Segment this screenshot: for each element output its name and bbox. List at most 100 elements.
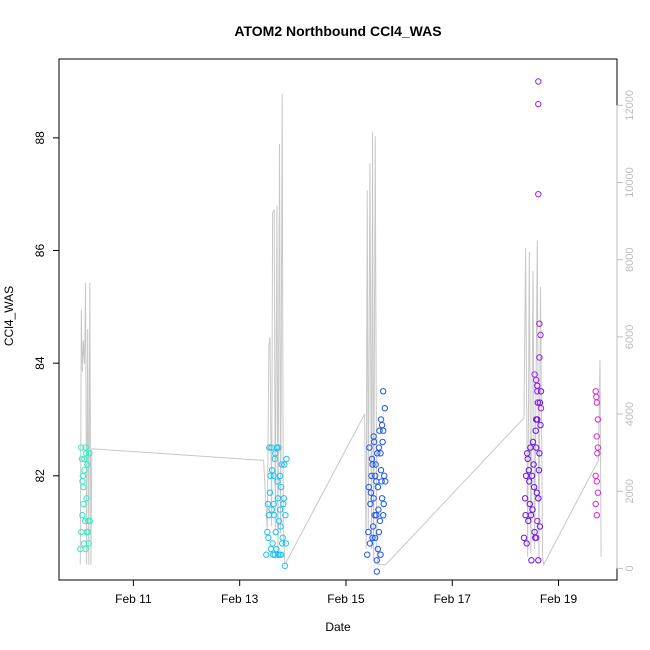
data-point-flight-6	[594, 450, 601, 457]
x-tick-label: Feb 15	[327, 592, 365, 606]
data-point-flight-2	[266, 489, 274, 496]
data-point-flight-3	[364, 551, 371, 558]
data-point-flight-3	[370, 438, 378, 446]
data-point-flight-2	[272, 528, 279, 536]
data-point-flight-2	[268, 506, 275, 513]
data-point-flight-1	[81, 517, 89, 525]
data-point-flight-4	[523, 540, 530, 547]
data-point-flight-3	[374, 483, 382, 491]
data-point-flight-4	[529, 506, 536, 513]
y2-tick-label: 6000	[624, 325, 636, 349]
data-point-flight-2	[277, 551, 285, 558]
data-point-flight-3	[375, 506, 382, 513]
data-point-flight-3	[373, 557, 380, 564]
data-point-flight-2	[278, 461, 285, 468]
data-point-flight-3	[375, 444, 383, 451]
data-point-flight-5	[537, 331, 544, 339]
data-point-flight-2	[275, 517, 283, 525]
data-point-flight-6	[593, 433, 600, 440]
data-point-flight-3	[381, 472, 388, 479]
data-point-flight-3	[379, 438, 386, 446]
data-point-flight-4	[532, 427, 539, 434]
data-point-flight-1	[83, 528, 90, 536]
data-point-flight-5	[535, 191, 542, 198]
data-point-flight-3	[369, 523, 377, 530]
data-point-flight-6	[593, 512, 600, 519]
data-point-flight-4	[528, 557, 535, 564]
y2-tick-label: 10000	[624, 167, 636, 198]
data-point-flight-1	[83, 495, 90, 502]
data-point-flight-2	[281, 461, 288, 468]
altitude-line	[79, 93, 602, 567]
x-tick-label: Feb 11	[115, 592, 152, 606]
data-point-flight-3	[378, 495, 386, 502]
y-axis-label: CCl4_WAS	[2, 286, 16, 346]
data-point-flight-1	[85, 540, 93, 547]
data-point-flight-6	[594, 489, 602, 496]
data-point-flight-2	[274, 495, 282, 502]
data-point-flight-2	[274, 478, 281, 485]
data-point-flight-4	[528, 472, 536, 479]
data-point-flight-2	[265, 534, 272, 541]
data-point-flight-4	[520, 534, 528, 541]
data-point-flight-6	[593, 399, 600, 406]
data-point-flight-4	[525, 517, 532, 525]
data-point-flight-2	[272, 450, 279, 457]
data-point-flight-3	[375, 528, 383, 536]
data-point-flight-5	[533, 534, 540, 541]
x-tick-label: Feb 19	[540, 592, 578, 606]
data-point-flight-2	[271, 551, 278, 558]
y2-tick-label: 2000	[624, 479, 636, 503]
data-point-flight-3	[369, 534, 376, 541]
data-point-flight-2	[266, 444, 273, 451]
data-point-flight-2	[283, 455, 290, 463]
y-axis-left: 82 84 86 88	[33, 131, 60, 482]
data-point-flight-4	[535, 495, 542, 502]
data-point-flight-3	[378, 421, 386, 429]
data-point-flight-4	[536, 523, 544, 530]
data-point-flight-3	[373, 568, 380, 575]
data-point-flight-1	[78, 528, 85, 536]
data-point-flight-2	[267, 545, 275, 553]
data-point-flight-6	[594, 416, 602, 423]
data-point-flight-2	[270, 472, 277, 479]
data-point-flight-2	[277, 523, 284, 530]
data-point-flight-5	[535, 78, 542, 85]
data-point-flight-1	[80, 540, 88, 547]
data-point-flight-3	[380, 500, 387, 508]
data-point-flight-4	[537, 388, 545, 395]
data-point-flight-1	[80, 483, 87, 491]
data-point-flight-3	[372, 461, 379, 468]
data-point-flight-4	[533, 489, 540, 496]
data-point-flight-2	[264, 528, 271, 536]
data-point-flight-3	[377, 416, 385, 423]
data-point-flight-3	[382, 478, 389, 485]
data-point-flight-4	[522, 472, 530, 479]
data-point-flight-3	[367, 489, 375, 496]
data-point-flight-3	[378, 478, 385, 485]
x-axis-label: Date	[325, 620, 351, 634]
y-tick-label: 88	[33, 131, 47, 145]
data-point-flight-4	[529, 438, 537, 446]
data-point-flight-3	[369, 461, 376, 468]
data-point-flight-4	[536, 450, 543, 457]
data-point-flight-2	[280, 495, 287, 502]
y2-tick-label: 0	[624, 565, 636, 571]
data-point-flight-6	[592, 388, 599, 395]
data-point-flight-2	[271, 512, 278, 519]
data-point-flight-3	[368, 472, 375, 479]
x-axis: Feb 11 Feb 13 Feb 15 Feb 17 Feb 19	[115, 579, 578, 606]
x-tick-label: Feb 17	[434, 592, 472, 606]
data-point-flight-3	[381, 405, 388, 412]
data-point-flight-5	[534, 388, 541, 395]
data-point-flight-1	[81, 467, 88, 474]
data-point-flight-1	[82, 545, 89, 553]
data-point-flight-3	[377, 467, 385, 474]
data-point-flight-2	[269, 540, 276, 547]
data-point-flight-3	[366, 540, 374, 547]
data-point-flight-2	[276, 472, 284, 479]
data-point-flight-2	[268, 467, 276, 474]
data-point-flight-4	[537, 421, 544, 429]
y2-tick-label: 4000	[624, 402, 636, 426]
data-point-flight-2	[263, 551, 270, 558]
